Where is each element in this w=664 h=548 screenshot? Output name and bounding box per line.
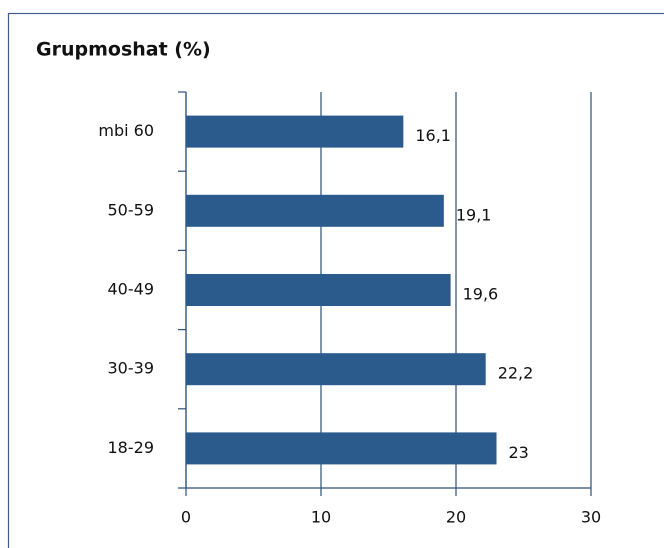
y-tick-label: 30-39 — [108, 359, 155, 378]
frame — [7, 12, 664, 548]
x-tick-label: 20 — [446, 508, 466, 527]
x-tick-label: 10 — [311, 508, 331, 527]
y-tick-label: 50-59 — [108, 200, 155, 219]
y-tick-label: 40-49 — [108, 280, 155, 299]
bar — [186, 432, 497, 465]
value-label: 22,2 — [498, 364, 534, 383]
value-label: 19,1 — [456, 205, 492, 224]
value-label: 16,1 — [415, 126, 451, 145]
value-label: 23 — [509, 443, 529, 462]
y-tick-label: 18-29 — [108, 438, 155, 457]
bar — [186, 115, 404, 148]
chart-title: Grupmoshat (%) — [36, 39, 211, 61]
x-tick-label: 0 — [181, 508, 191, 527]
bar — [186, 353, 486, 386]
value-label: 19,6 — [463, 285, 499, 304]
y-tick-label: mbi 60 — [98, 121, 154, 140]
x-tick-label: 30 — [581, 508, 601, 527]
bar — [186, 274, 451, 306]
bar — [186, 194, 444, 227]
